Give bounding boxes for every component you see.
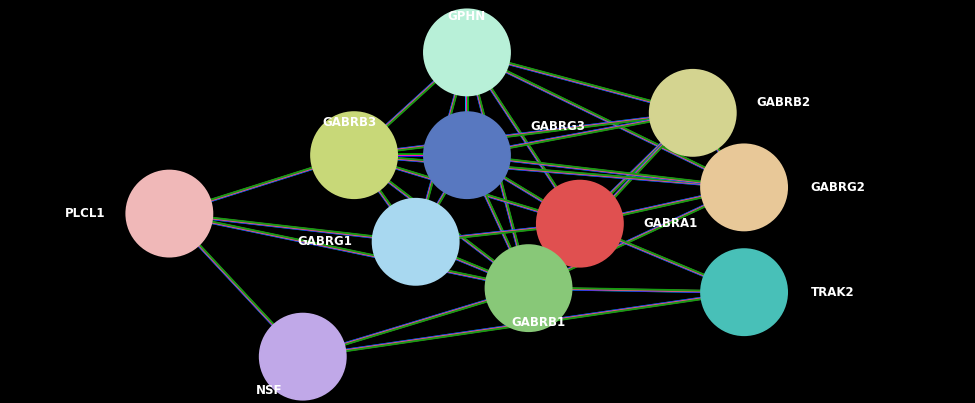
Ellipse shape xyxy=(701,249,787,335)
Text: GABRB1: GABRB1 xyxy=(512,316,565,328)
Ellipse shape xyxy=(486,245,571,331)
Text: GABRG2: GABRG2 xyxy=(811,181,866,194)
Text: GABRG3: GABRG3 xyxy=(530,120,585,133)
Ellipse shape xyxy=(259,314,346,400)
Text: PLCL1: PLCL1 xyxy=(65,207,105,220)
Ellipse shape xyxy=(372,199,459,285)
Ellipse shape xyxy=(311,112,397,198)
Text: GABRB3: GABRB3 xyxy=(322,116,376,129)
Text: TRAK2: TRAK2 xyxy=(811,286,854,299)
Text: GPHN: GPHN xyxy=(448,10,487,23)
Text: GABRG1: GABRG1 xyxy=(297,235,352,248)
Ellipse shape xyxy=(126,170,213,257)
Text: GABRA1: GABRA1 xyxy=(644,217,698,230)
Ellipse shape xyxy=(701,144,787,231)
Ellipse shape xyxy=(424,112,510,198)
Ellipse shape xyxy=(424,9,510,96)
Ellipse shape xyxy=(537,181,623,267)
Text: NSF: NSF xyxy=(255,384,282,397)
Text: GABRB2: GABRB2 xyxy=(757,96,810,109)
Ellipse shape xyxy=(649,70,736,156)
